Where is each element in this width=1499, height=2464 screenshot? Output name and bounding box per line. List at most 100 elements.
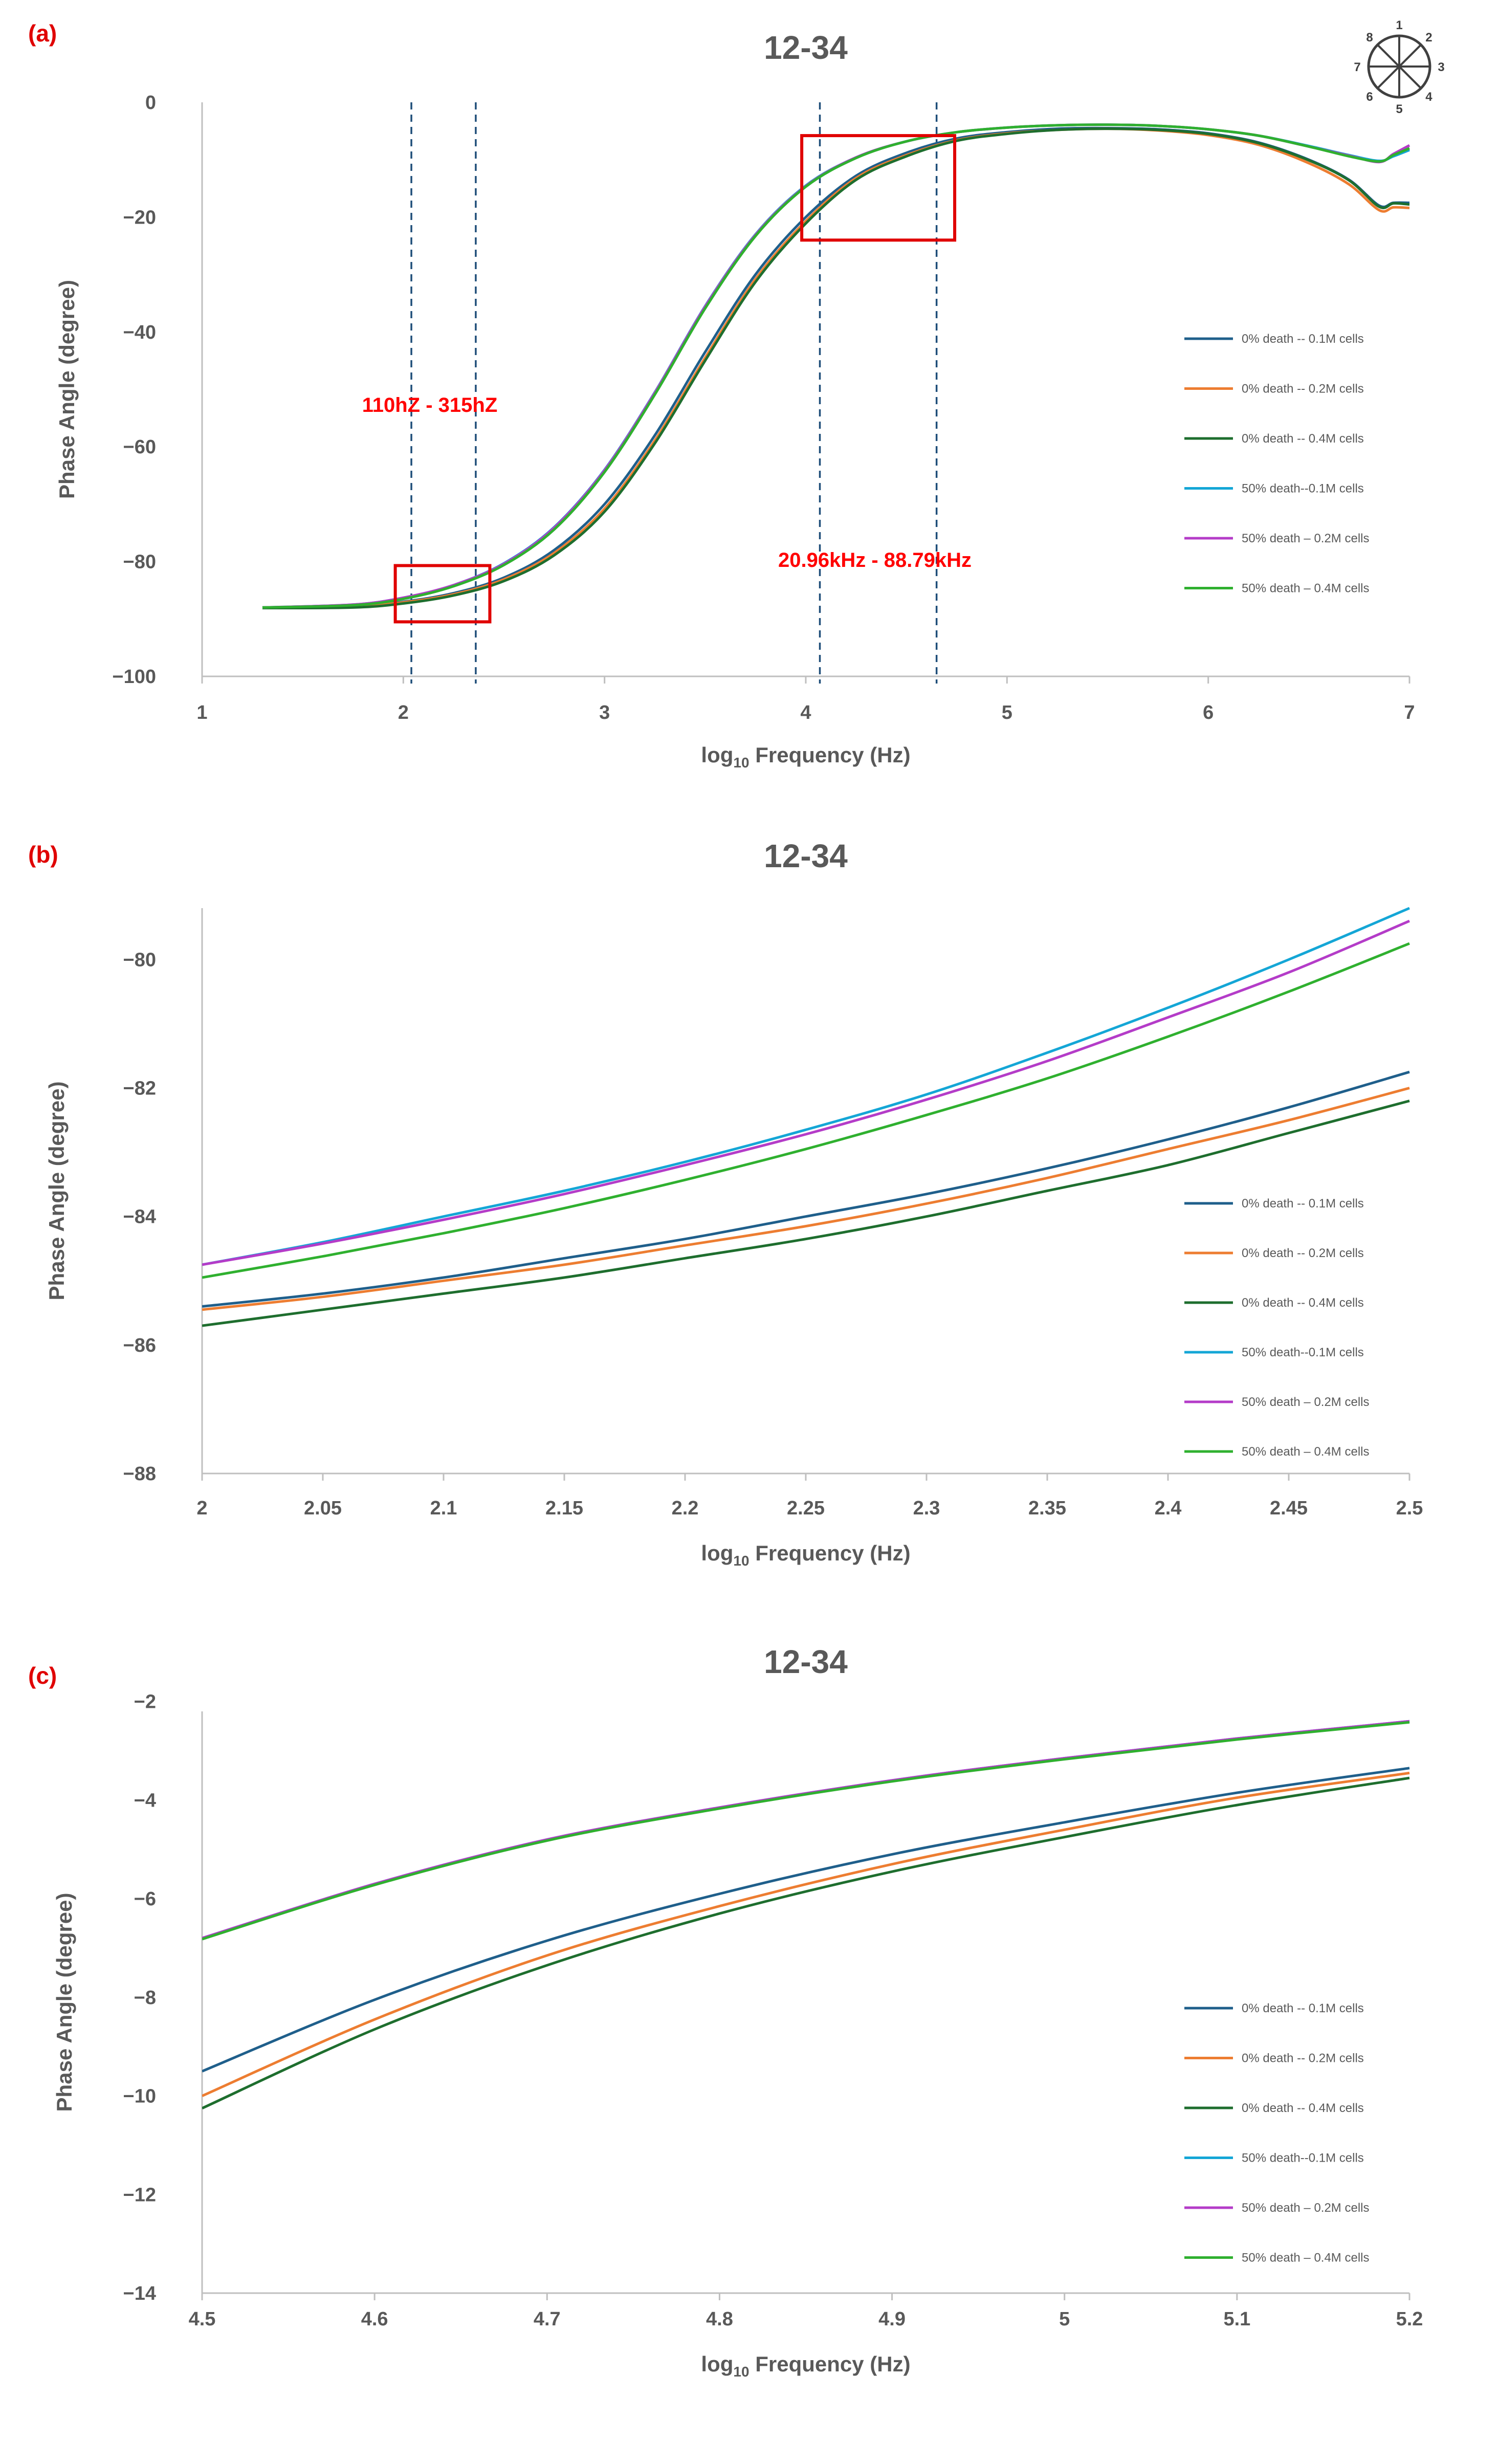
chart-title-c: 12-34 <box>764 1643 848 1680</box>
x-tick-label: 2.4 <box>1155 1498 1182 1519</box>
legend-b: 0% death -- 0.1M cells 0% death -- 0.2M c… <box>1184 1197 1369 1459</box>
x-tick-label: 2 <box>398 702 409 723</box>
legend-label: 50% death – 0.4M cells <box>1242 2251 1369 2265</box>
series-line-4 <box>202 907 1410 1266</box>
y-tick-label: −60 <box>123 436 156 458</box>
panel-label-c: (c) <box>28 1662 57 1689</box>
compass-number: 5 <box>1396 102 1402 116</box>
series-line-5 <box>262 123 1410 609</box>
x-tick-label: 7 <box>1404 702 1415 723</box>
legend-label: 50% death--0.1M cells <box>1242 2151 1364 2165</box>
highlight-box <box>393 564 492 624</box>
compass-number: 7 <box>1354 60 1360 74</box>
compass-number: 2 <box>1425 31 1432 45</box>
series-line-2 <box>202 1087 1410 1311</box>
y-tick-label: −82 <box>123 1078 156 1099</box>
electrode-compass-icon: 1 2 3 4 5 6 7 8 <box>1354 18 1444 116</box>
legend-label: 0% death -- 0.4M cells <box>1242 2101 1364 2115</box>
x-tick-label: 4.8 <box>706 2308 733 2330</box>
y-tick-label: −80 <box>123 949 156 971</box>
x-tick-label: 2 <box>196 1498 207 1519</box>
y-tick-label: −80 <box>123 552 156 573</box>
chart-title-b: 12-34 <box>764 838 848 874</box>
y-tick-label: −40 <box>123 322 156 343</box>
x-tick-label: 2.45 <box>1270 1498 1308 1519</box>
annotation-low-band: 110hZ - 315hZ <box>362 394 498 416</box>
panel-label-a: (a) <box>28 20 57 47</box>
legend-label: 0% death -- 0.1M cells <box>1242 332 1364 346</box>
y-tick-label: −10 <box>123 2086 156 2107</box>
x-tick-label: 4 <box>800 702 811 723</box>
x-tick-label: 4.5 <box>189 2308 216 2330</box>
legend-label: 50% death – 0.4M cells <box>1242 1445 1369 1459</box>
y-axis-label: Phase Angle (degree) <box>45 1082 69 1301</box>
x-tick-label: 2.35 <box>1028 1498 1066 1519</box>
compass-spoke <box>1377 44 1422 89</box>
legend-label: 50% death – 0.2M cells <box>1242 532 1369 545</box>
compass-number: 6 <box>1366 90 1373 104</box>
series-line-6 <box>202 1721 1410 1941</box>
x-axis-label: log10 Frequency (Hz) <box>701 1541 910 1569</box>
y-tick-label: −86 <box>123 1335 156 1356</box>
series-line-1 <box>262 126 1410 609</box>
series-line-2 <box>202 1771 1410 2097</box>
series-line-4 <box>262 123 1410 609</box>
chart-c-svg: 12-34 4.5 4.6 4.7 4.8 4.9 5 5.1 5.2 −2 −4 −6 −8 −10 −1… <box>52 1643 1423 2380</box>
x-tick-label: 6 <box>1203 702 1214 723</box>
legend-c: 0% death -- 0.1M cells 0% death -- 0.2M c… <box>1184 2001 1369 2265</box>
y-tick-label: −100 <box>112 666 156 688</box>
y-tick-label: −2 <box>134 1691 156 1713</box>
annotation-high-band: 20.96kHz - 88.79kHz <box>778 549 972 571</box>
y-tick-label: −84 <box>123 1206 156 1228</box>
compass-number: 3 <box>1438 60 1444 74</box>
series-line-1 <box>202 1767 1410 2073</box>
y-axis-label: Phase Angle (degree) <box>52 1893 76 2112</box>
series-line-5 <box>202 1720 1410 1940</box>
chart-title-a: 12-34 <box>764 29 848 66</box>
x-tick-label: 5 <box>1059 2308 1070 2330</box>
y-axis-label: Phase Angle (degree) <box>55 280 79 499</box>
series-line-3 <box>202 1776 1410 2109</box>
x-tick-label: 5 <box>1002 702 1012 723</box>
x-axis-label: log10 Frequency (Hz) <box>701 743 910 771</box>
x-tick-label: 5.1 <box>1223 2308 1250 2330</box>
legend-label: 0% death -- 0.1M cells <box>1242 2001 1364 2015</box>
series-line-4 <box>202 1720 1410 1940</box>
panel-label-b: (b) <box>28 841 58 868</box>
chart-b-svg: 12-34 2 2.05 2.1 2.15 2.2 2.25 2.3 2.35 2.4 2.45 2.… <box>45 838 1423 1569</box>
y-tick-label: 0 <box>145 92 156 114</box>
series-line-3 <box>202 1099 1410 1327</box>
x-tick-label: 5.2 <box>1396 2308 1423 2330</box>
y-tick-label: −20 <box>123 207 156 228</box>
y-tick-label: −12 <box>123 2184 156 2206</box>
legend-label: 50% death--0.1M cells <box>1242 482 1364 496</box>
y-tick-label: −6 <box>134 1888 156 1910</box>
x-tick-label: 2.5 <box>1396 1498 1423 1519</box>
x-tick-label: 3 <box>599 702 610 723</box>
legend-label: 0% death -- 0.2M cells <box>1242 1246 1364 1260</box>
x-tick-label: 2.15 <box>545 1498 583 1519</box>
x-tick-label: 2.25 <box>787 1498 825 1519</box>
legend-label: 50% death – 0.2M cells <box>1242 2201 1369 2215</box>
series-line-3 <box>262 127 1410 609</box>
compass-number: 4 <box>1425 90 1432 104</box>
x-tick-label: 4.9 <box>878 2308 906 2330</box>
chart-panel-b: (b) 12-34 2 2.05 2.1 2.15 2.2 2.25 2.3 2.35 2.4 2.… <box>0 821 1499 1642</box>
legend-label: 50% death – 0.2M cells <box>1242 1395 1369 1409</box>
x-tick-label: 4.6 <box>361 2308 388 2330</box>
y-tick-label: −14 <box>123 2283 156 2304</box>
legend-a: 0% death -- 0.1M cells 0% death -- 0.2M c… <box>1184 332 1369 596</box>
chart-a-svg: 12-34 1 2 3 4 5 6 7 0 −20 −40 −60 −80 −100 log10 Frequ… <box>55 18 1445 771</box>
chart-panel-c: (c) 12-34 4.5 4.6 4.7 4.8 4.9 5 5.1 5.2 −2 −4 −6 −8 −… <box>0 1642 1499 2463</box>
legend-label: 50% death--0.1M cells <box>1242 1346 1364 1359</box>
legend-label: 0% death -- 0.4M cells <box>1242 1296 1364 1310</box>
legend-label: 0% death -- 0.2M cells <box>1242 2052 1364 2065</box>
y-tick-label: −4 <box>134 1790 156 1811</box>
x-tick-label: 4.7 <box>534 2308 561 2330</box>
highlight-box <box>800 134 957 242</box>
legend-label: 0% death -- 0.4M cells <box>1242 432 1364 446</box>
series-line-5 <box>202 919 1410 1266</box>
x-tick-label: 2.3 <box>913 1498 940 1519</box>
series-line-1 <box>202 1070 1410 1308</box>
legend-label: 50% death – 0.4M cells <box>1242 582 1369 596</box>
